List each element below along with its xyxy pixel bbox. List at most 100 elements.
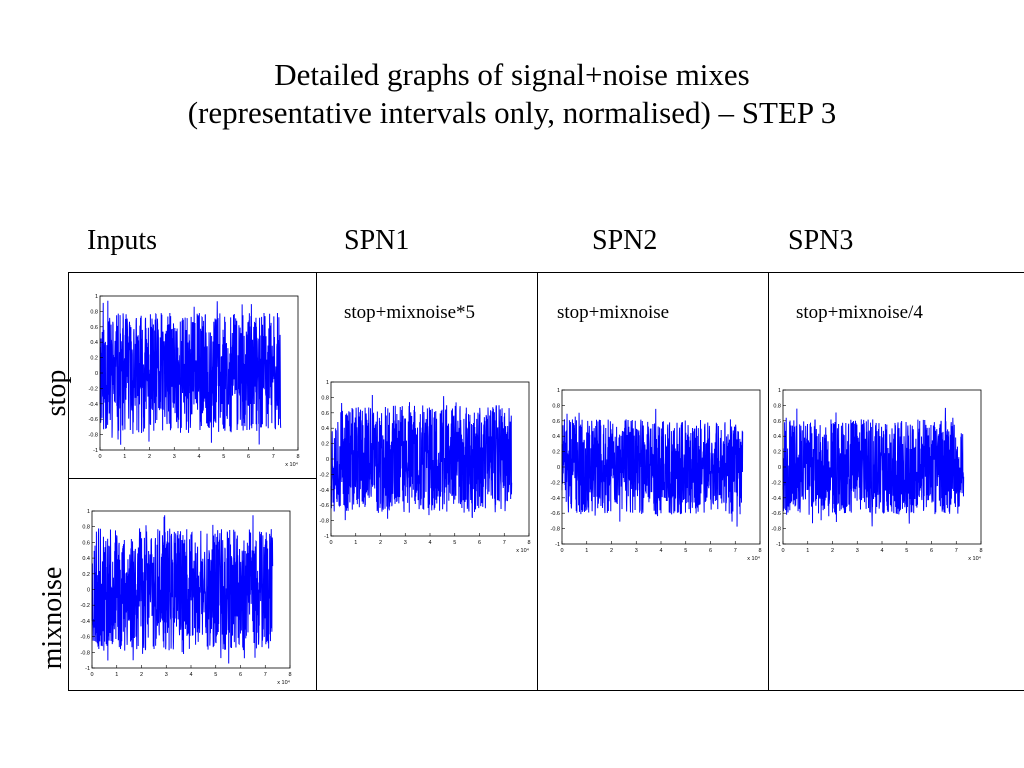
x-tick-label: 0 <box>560 548 563 554</box>
column-header-spn2: SPN2 <box>592 225 658 256</box>
title-line-1: Detailed graphs of signal+noise mixes <box>274 57 750 92</box>
y-tick-label: 0 <box>95 371 98 377</box>
x-tick-label: 7 <box>734 548 737 554</box>
y-tick-label: -0.8 <box>89 433 98 439</box>
y-tick-label: 1 <box>778 388 781 394</box>
grid-left-border <box>68 272 69 691</box>
waveform-series-line <box>91 515 274 664</box>
column-header-spn3: SPN3 <box>788 225 854 256</box>
x-tick-label: 4 <box>880 548 883 554</box>
x-tick-label: 0 <box>98 454 101 460</box>
waveform-series-line <box>99 300 282 445</box>
x-tick-label: 6 <box>247 454 250 460</box>
column-header-spn1: SPN1 <box>344 225 410 256</box>
x-tick-label: 4 <box>197 454 200 460</box>
x-tick-label: 2 <box>610 548 613 554</box>
y-tick-label: -0.2 <box>89 386 98 392</box>
x-tick-label: 2 <box>140 672 143 678</box>
x-tick-label: 8 <box>296 454 299 460</box>
y-tick-label: -0.8 <box>320 519 329 525</box>
y-tick-label: 0.4 <box>321 426 329 432</box>
y-tick-label: -0.6 <box>81 635 90 641</box>
x-tick-label: 1 <box>354 540 357 546</box>
y-tick-label: 0.4 <box>773 434 781 440</box>
caption-spn3: stop+mixnoise/4 <box>796 302 923 323</box>
column-header-inputs: Inputs <box>87 225 157 256</box>
grid-bottom-border <box>68 690 1024 691</box>
x-tick-label: 8 <box>288 672 291 678</box>
x-tick-label: 6 <box>709 548 712 554</box>
y-tick-label: -0.6 <box>89 417 98 423</box>
y-tick-label: 0 <box>557 465 560 471</box>
y-tick-label: -0.4 <box>89 402 98 408</box>
plot-spn1: 0 1 2 3 4 5 6 7 8 -1 -0.8 -0.6 -0.4 -0.2 0 0.2 0.4 0.6 0.8… <box>315 378 537 558</box>
y-tick-label: 0.4 <box>552 434 560 440</box>
x-tick-label: 2 <box>831 548 834 554</box>
y-tick-label: 0.8 <box>82 525 90 531</box>
y-tick-label: 0.6 <box>773 419 781 425</box>
plot-spn2: 0 1 2 3 4 5 6 7 8 -1 -0.8 -0.6 -0.4 -0.2 0 0.2 0.4 0.6 0.8… <box>546 386 768 566</box>
y-tick-label: -0.4 <box>81 619 90 625</box>
y-tick-label: 1 <box>557 388 560 394</box>
y-tick-label: 0.4 <box>90 340 98 346</box>
y-tick-label: 1 <box>326 380 329 386</box>
slide-title: Detailed graphs of signal+noise mixes (r… <box>0 56 1024 132</box>
grid-row-divider <box>68 478 316 479</box>
x-tick-label: 5 <box>222 454 225 460</box>
waveform-series-line <box>782 407 965 527</box>
waveform-chart: 0 1 2 3 4 5 6 7 8 -1 -0.8 -0.6 -0.4 -0.2 0 0.2 0.4 0.6 0.8… <box>772 388 983 562</box>
y-tick-label: -1 <box>324 534 329 540</box>
results-grid <box>68 272 1024 691</box>
x-tick-label: 5 <box>684 548 687 554</box>
x-tick-label: 6 <box>239 672 242 678</box>
waveform-chart: 0 1 2 3 4 5 6 7 8 -1 -0.8 -0.6 -0.4 -0.2 0 0.2 0.4 0.6 0.8… <box>89 294 300 468</box>
x-tick-label: 0 <box>329 540 332 546</box>
x-tick-label: 1 <box>115 672 118 678</box>
y-tick-label: 0 <box>87 588 90 594</box>
y-tick-label: -1 <box>776 542 781 548</box>
x-tick-label: 4 <box>189 672 192 678</box>
y-tick-label: -1 <box>85 666 90 672</box>
x-tick-label: 5 <box>905 548 908 554</box>
y-tick-label: -0.2 <box>320 472 329 478</box>
y-tick-label: -0.2 <box>81 603 90 609</box>
y-tick-label: -0.8 <box>81 650 90 656</box>
y-tick-label: 1 <box>95 294 98 300</box>
y-tick-label: 0 <box>778 465 781 471</box>
x-tick-label: 6 <box>930 548 933 554</box>
y-tick-label: 0.8 <box>773 403 781 409</box>
x-tick-label: 3 <box>635 548 638 554</box>
x-scale-label: x 10⁴ <box>516 547 529 554</box>
x-tick-label: 3 <box>404 540 407 546</box>
y-tick-label: -0.2 <box>772 480 781 486</box>
y-tick-label: -0.4 <box>551 496 560 502</box>
x-tick-label: 3 <box>173 454 176 460</box>
x-tick-label: 1 <box>585 548 588 554</box>
y-tick-label: -0.8 <box>551 527 560 533</box>
y-tick-label: -0.6 <box>551 511 560 517</box>
plot-spn3: 0 1 2 3 4 5 6 7 8 -1 -0.8 -0.6 -0.4 -0.2 0 0.2 0.4 0.6 0.8… <box>767 386 989 566</box>
caption-spn1: stop+mixnoise*5 <box>344 302 476 323</box>
y-tick-label: 0.2 <box>90 356 98 362</box>
x-tick-label: 8 <box>979 548 982 554</box>
waveform-series-line <box>561 408 744 527</box>
x-tick-label: 7 <box>272 454 275 460</box>
y-tick-label: 0.6 <box>552 419 560 425</box>
y-tick-label: -0.6 <box>320 503 329 509</box>
y-tick-label: -1 <box>93 448 98 454</box>
y-tick-label: 0.6 <box>321 411 329 417</box>
y-tick-label: 0.8 <box>90 309 98 315</box>
y-tick-label: 0.2 <box>552 450 560 456</box>
waveform-series-line <box>330 395 513 521</box>
plot-inputs-mixnoise: 0 1 2 3 4 5 6 7 8 -1 -0.8 -0.6 -0.4 -0.2 0 0.2 0.4 0.6 0.8… <box>76 507 298 690</box>
y-tick-label: 0.2 <box>321 442 329 448</box>
x-tick-label: 0 <box>781 548 784 554</box>
grid-top-border <box>68 272 1024 273</box>
caption-spn2: stop+mixnoise <box>557 302 670 323</box>
y-tick-label: -0.4 <box>772 496 781 502</box>
x-scale-label: x 10⁴ <box>277 679 290 686</box>
y-tick-label: -0.2 <box>551 480 560 486</box>
x-tick-label: 2 <box>148 454 151 460</box>
y-tick-label: 0.8 <box>321 395 329 401</box>
grid-divider-1 <box>316 272 317 691</box>
